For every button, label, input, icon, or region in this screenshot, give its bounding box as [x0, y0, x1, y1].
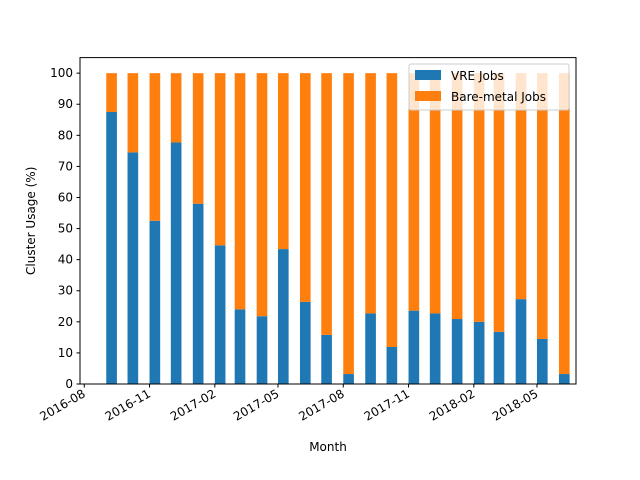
bar-bare-metal-2017-06	[299, 73, 311, 302]
y-tick-label: 30	[58, 284, 73, 298]
bar-vre-2017-09	[365, 313, 376, 384]
y-tick-label: 0	[65, 377, 73, 391]
bar-vre-2017-06	[299, 301, 311, 384]
bar-bare-metal-2017-05	[277, 73, 289, 250]
bar-bare-metal-2018-05	[536, 73, 548, 339]
bar-vre-2018-02	[473, 321, 485, 384]
bar-bare-metal-2017-03	[234, 73, 246, 310]
bar-vre-2017-02	[214, 245, 226, 384]
x-tick-label: 2017-05	[231, 386, 281, 423]
bar-bare-metal-2017-10	[386, 73, 398, 348]
y-tick-label: 40	[58, 253, 73, 267]
bar-vre-2017-11	[408, 310, 420, 384]
bar-vre-2017-03	[234, 309, 246, 384]
bar-vre-2017-07	[321, 334, 332, 384]
bar-vre-2018-03	[493, 331, 505, 384]
bar-vre-2016-12	[170, 142, 182, 384]
bar-vre-2018-04	[515, 299, 527, 384]
bar-vre-2018-05	[536, 338, 548, 384]
legend-swatch-bare-metal	[415, 91, 441, 101]
x-tick-label: 2018-02	[427, 386, 477, 423]
bar-bare-metal-2016-10	[127, 73, 139, 153]
bar-vre-2017-12	[429, 313, 441, 384]
bar-bare-metal-2018-01	[451, 73, 463, 320]
y-tick-label: 80	[58, 128, 73, 142]
bar-vre-2016-10	[127, 152, 139, 384]
bar-vre-2018-01	[451, 319, 463, 384]
x-tick-label: 2016-08	[37, 386, 87, 423]
bar-vre-2017-10	[386, 347, 398, 384]
bar-bare-metal-2017-12	[429, 73, 441, 314]
y-tick-label: 50	[58, 222, 73, 236]
y-tick-label: 60	[58, 190, 73, 204]
bar-bare-metal-2016-09	[106, 73, 117, 112]
bar-bare-metal-2017-11	[408, 73, 420, 311]
bar-vre-2018-06	[558, 374, 570, 384]
y-axis-label: Cluster Usage (%)	[24, 167, 38, 275]
legend-frame	[408, 63, 570, 111]
bar-bare-metal-2017-07	[321, 73, 332, 335]
bar-vre-2017-08	[343, 374, 354, 384]
y-tick-label: 70	[58, 159, 73, 173]
y-axis: 0 10 20 30 40 50 60 70 80 90 100	[50, 66, 80, 391]
bar-vre-2016-11	[149, 220, 161, 384]
bar-bare-metal-2018-03	[493, 73, 505, 332]
bars	[106, 73, 570, 384]
bar-bare-metal-2017-08	[343, 73, 354, 375]
x-tick-label: 2018-05	[490, 386, 540, 423]
bar-vre-2017-01	[192, 203, 204, 384]
bar-vre-2016-09	[106, 112, 117, 384]
bar-bare-metal-2018-02	[473, 73, 485, 322]
x-tick-label: 2017-02	[168, 386, 218, 423]
x-tick-label: 2017-11	[362, 386, 412, 423]
plot-frame	[79, 57, 577, 385]
legend-swatch-vre	[415, 70, 441, 80]
bar-bare-metal-2017-09	[365, 73, 376, 314]
x-axis-label: Month	[309, 440, 347, 454]
bar-vre-2017-04	[256, 316, 268, 384]
y-tick-label: 20	[58, 315, 73, 329]
x-tick-label: 2017-08	[296, 386, 346, 423]
bar-bare-metal-2018-04	[515, 73, 527, 300]
bar-bare-metal-2017-02	[214, 73, 226, 246]
bar-bare-metal-2016-12	[170, 73, 182, 143]
bar-bare-metal-2017-01	[192, 73, 204, 204]
y-tick-label: 90	[58, 97, 73, 111]
bar-vre-2017-05	[277, 249, 289, 384]
legend-label-vre: VRE Jobs	[451, 69, 504, 83]
y-tick-label: 10	[58, 346, 73, 360]
legend-label-bare-metal: Bare-metal Jobs	[451, 90, 546, 104]
x-tick-label: 2016-11	[103, 386, 153, 423]
x-axis: 2016-08 2016-11 2017-02 2017-05 2017-08 2017-…	[37, 384, 540, 424]
legend: VRE Jobs Bare-metal Jobs	[408, 63, 570, 111]
bar-bare-metal-2017-04	[256, 73, 268, 317]
bar-bare-metal-2016-11	[149, 73, 161, 221]
y-tick-label: 100	[50, 66, 73, 80]
bar-bare-metal-2018-06	[558, 73, 570, 375]
